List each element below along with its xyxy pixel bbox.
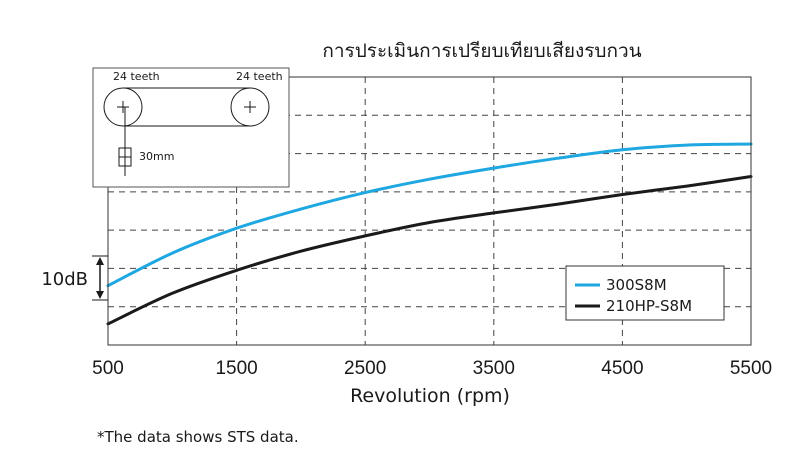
chart-title: การประเมินการเปรียบเทียบเสียงรบกวน xyxy=(322,40,641,62)
legend-label-210HP-S8M: 210HP-S8M xyxy=(606,297,692,315)
x-tick-labels: 500 1500 2500 3500 4500 5500 xyxy=(92,358,772,379)
x-tick-label: 1500 xyxy=(215,358,257,379)
scale-bar: 10dB xyxy=(41,255,108,301)
left-pulley-label: 24 teeth xyxy=(113,70,160,83)
footnote: *The data shows STS data. xyxy=(97,428,299,446)
x-tick-label: 3500 xyxy=(473,358,515,379)
plot-frame xyxy=(107,76,752,346)
x-tick-label: 4500 xyxy=(601,358,643,379)
grid xyxy=(108,77,751,345)
series-lines xyxy=(106,142,753,326)
x-axis-title: Revolution (rpm) xyxy=(350,385,510,407)
x-tick-label: 5500 xyxy=(730,358,772,379)
x-tick-label: 2500 xyxy=(344,358,386,379)
scale-bar-label: 10dB xyxy=(41,269,88,290)
offset-label: 30mm xyxy=(139,150,174,163)
series-line-210HP-S8M xyxy=(106,175,753,326)
pulley-diagram-inset: 24 teeth 24 teeth 30mm xyxy=(92,67,290,188)
legend: 300S8M 210HP-S8M xyxy=(565,265,725,321)
right-pulley-label: 24 teeth xyxy=(236,70,283,83)
series-line-300S8M xyxy=(106,142,753,288)
legend-label-300S8M: 300S8M xyxy=(606,276,667,294)
x-tick-label: 500 xyxy=(92,358,124,379)
